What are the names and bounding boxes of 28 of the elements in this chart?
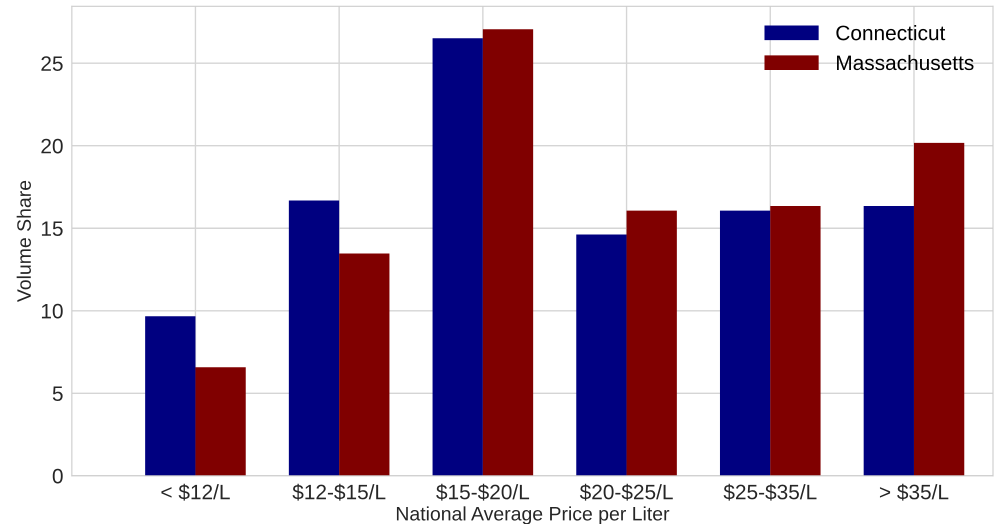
x-tick-label: $12-$15/L <box>292 484 386 501</box>
bar <box>482 29 534 476</box>
bar <box>195 367 246 476</box>
y-tick-label: 10 <box>42 304 63 319</box>
y-tick-label: 0 <box>52 468 63 484</box>
bar <box>770 206 821 476</box>
legend-label: Connecticut <box>836 25 946 40</box>
bar <box>626 210 677 476</box>
bar <box>576 234 627 476</box>
x-tick-label: $15-$20/L <box>436 484 530 501</box>
x-tick-label: $20-$25/L <box>580 484 673 501</box>
y-tick-label: 25 <box>41 56 63 71</box>
bar <box>864 206 914 476</box>
x-tick-label: > $35/L <box>880 484 948 501</box>
x-axis-title: National Average Price per Liter <box>396 506 670 524</box>
y-tick-label: 5 <box>52 386 63 402</box>
bar <box>720 210 770 476</box>
bar <box>339 254 390 476</box>
y-axis-title: Volume Share <box>16 180 31 302</box>
y-tick-label: 15 <box>42 221 63 236</box>
bar <box>288 200 340 476</box>
bar <box>145 316 196 476</box>
bar <box>914 142 964 476</box>
y-tick-label: 20 <box>41 138 63 154</box>
x-tick-label: < $12/L <box>161 484 230 501</box>
x-tick-label: $25-$35/L <box>724 484 816 501</box>
bar <box>432 38 483 476</box>
legend-label: Massachusetts <box>837 54 974 70</box>
